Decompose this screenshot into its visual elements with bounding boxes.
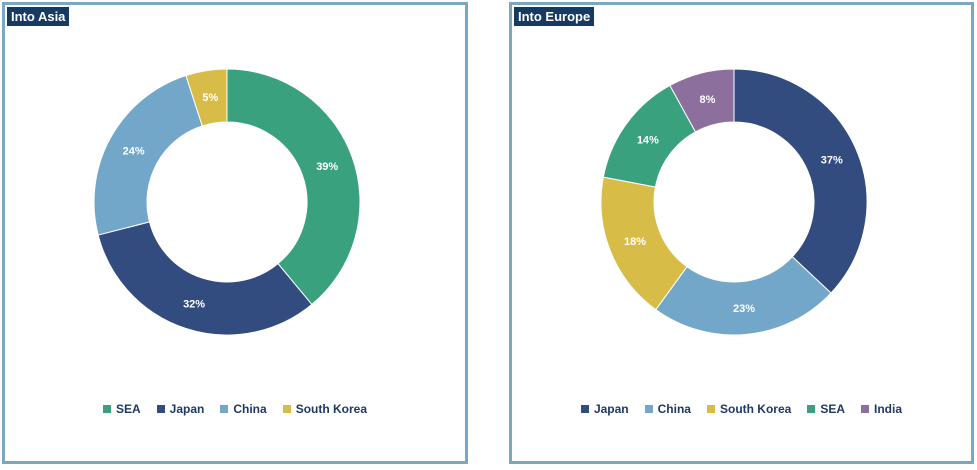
legend-item: Japan: [580, 402, 629, 416]
legend-label: China: [657, 402, 691, 416]
donut-chart-into-europe: 37% 23% 18% 14% 8%: [600, 68, 868, 336]
data-label: 24%: [123, 146, 145, 158]
legend-label: Japan: [169, 402, 205, 416]
legend-item: SEA: [807, 402, 845, 416]
donut-slice-india: [669, 68, 735, 133]
data-label: 5%: [202, 92, 218, 104]
donut-slice-south-korea: [185, 68, 228, 127]
legend-label: SEA: [820, 402, 846, 416]
data-label: 23%: [733, 303, 755, 315]
donut-chart-into-asia: 39% 32% 24% 5%: [93, 68, 361, 336]
legend-swatch: [706, 405, 715, 413]
donut-slice-japan: [733, 68, 868, 294]
donut-slice-china: [93, 74, 203, 236]
legend-item: China: [644, 402, 691, 416]
data-label: 14%: [637, 134, 659, 146]
legend-label: SEA: [115, 402, 141, 416]
chart-title: Into Europe: [514, 7, 595, 26]
data-label: 32%: [183, 298, 205, 310]
legend-swatch: [807, 405, 816, 413]
chart-title: Into Asia: [7, 7, 70, 26]
legend-label: South Korea: [295, 402, 368, 416]
legend-item: South Korea: [706, 402, 792, 416]
legend-swatch: [861, 405, 870, 413]
legend-label: South Korea: [719, 402, 792, 416]
legend-swatch: [220, 405, 229, 413]
data-label: 37%: [821, 155, 843, 167]
legend-label: China: [233, 402, 267, 416]
legend-item: India: [861, 402, 902, 416]
data-label: 18%: [624, 236, 646, 248]
chart-panel-into-asia: Into Asia 39% 32% 24% 5% SEA Japan China South…: [2, 2, 468, 464]
data-label: 39%: [316, 161, 338, 173]
legend-item: Japan: [156, 402, 205, 416]
legend-swatch: [102, 405, 111, 413]
chart-panel-into-europe: Into Europe 37% 23% 18% 14% 8% Japan China Sou…: [509, 2, 974, 464]
legend-item: South Korea: [282, 402, 368, 416]
legend-swatch: [580, 405, 589, 413]
donut-slice-sea: [226, 68, 361, 306]
legend-swatch: [644, 405, 653, 413]
legend-swatch: [156, 405, 165, 413]
data-label: 8%: [700, 94, 716, 106]
legend-label: Japan: [593, 402, 629, 416]
chart-legend: SEA Japan China South Korea: [5, 402, 465, 416]
legend-label: India: [874, 402, 903, 416]
donut-slice-japan: [97, 221, 313, 336]
chart-legend: Japan China South Korea SEA India: [512, 402, 971, 416]
legend-item: China: [220, 402, 267, 416]
legend-item: SEA: [102, 402, 141, 416]
legend-swatch: [282, 405, 291, 413]
